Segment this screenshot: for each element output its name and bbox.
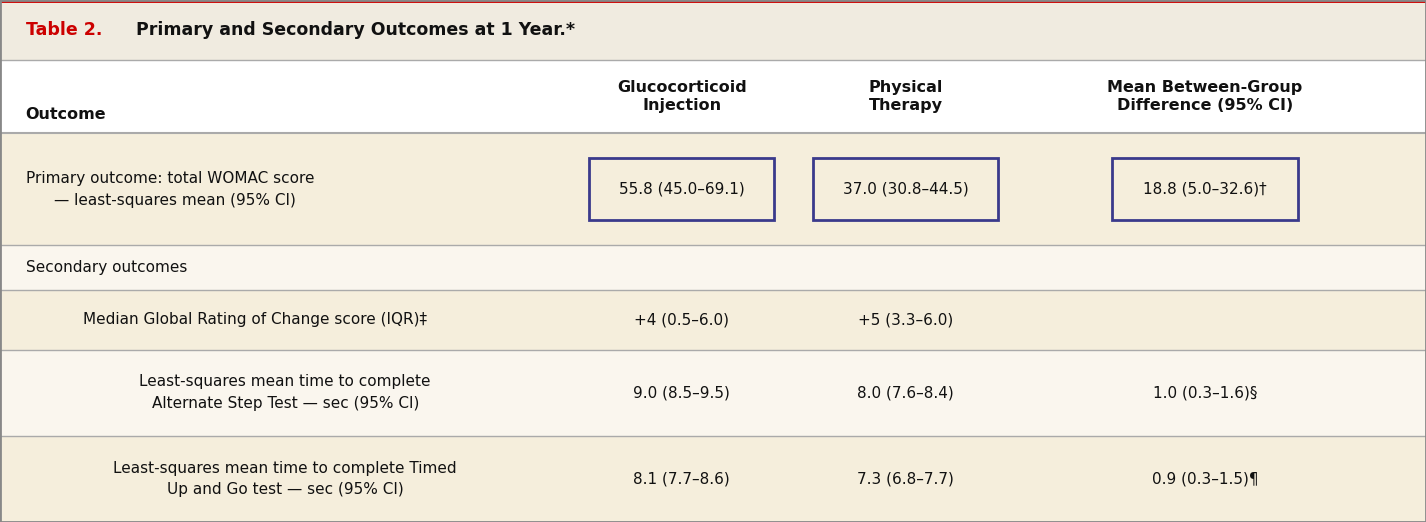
Bar	[1112, 158, 1298, 220]
Text: Up and Go test — sec (95% CI): Up and Go test — sec (95% CI)	[167, 482, 404, 497]
Text: Median Global Rating of Change score (IQR)‡: Median Global Rating of Change score (IQ…	[83, 312, 426, 327]
Text: 7.3 (6.8–7.7): 7.3 (6.8–7.7)	[857, 471, 954, 487]
Text: Alternate Step Test — sec (95% CI): Alternate Step Test — sec (95% CI)	[151, 396, 419, 411]
Bar	[0, 436, 1426, 522]
Bar	[813, 158, 998, 220]
Text: 1.0 (0.3–1.6)§: 1.0 (0.3–1.6)§	[1152, 385, 1258, 400]
Bar	[589, 158, 774, 220]
Text: Table 2.: Table 2.	[26, 21, 103, 39]
Bar	[0, 60, 1426, 133]
Text: 37.0 (30.8–44.5): 37.0 (30.8–44.5)	[843, 182, 968, 197]
Bar	[0, 350, 1426, 436]
Bar	[0, 245, 1426, 290]
Text: Least-squares mean time to complete: Least-squares mean time to complete	[140, 374, 431, 389]
Text: 0.9 (0.3–1.5)¶: 0.9 (0.3–1.5)¶	[1152, 471, 1258, 487]
Text: Glucocorticoid
Injection: Glucocorticoid Injection	[617, 80, 746, 113]
Text: Least-squares mean time to complete Timed: Least-squares mean time to complete Time…	[114, 460, 456, 476]
Text: +4 (0.5–6.0): +4 (0.5–6.0)	[635, 312, 729, 327]
Text: Secondary outcomes: Secondary outcomes	[26, 260, 187, 275]
Text: Outcome: Outcome	[26, 106, 107, 122]
Text: Physical
Therapy: Physical Therapy	[868, 80, 943, 113]
Text: 8.0 (7.6–8.4): 8.0 (7.6–8.4)	[857, 385, 954, 400]
Bar	[0, 290, 1426, 350]
Text: 55.8 (45.0–69.1): 55.8 (45.0–69.1)	[619, 182, 744, 197]
Bar	[0, 133, 1426, 245]
Bar	[0, 0, 1426, 60]
Text: +5 (3.3–6.0): +5 (3.3–6.0)	[858, 312, 953, 327]
Text: Primary outcome: total WOMAC score: Primary outcome: total WOMAC score	[26, 171, 314, 186]
Text: 9.0 (8.5–9.5): 9.0 (8.5–9.5)	[633, 385, 730, 400]
Text: Primary and Secondary Outcomes at 1 Year.*: Primary and Secondary Outcomes at 1 Year…	[130, 21, 575, 39]
Text: 18.8 (5.0–32.6)†: 18.8 (5.0–32.6)†	[1144, 182, 1266, 197]
Text: — least-squares mean (95% CI): — least-squares mean (95% CI)	[54, 193, 297, 208]
Text: 8.1 (7.7–8.6): 8.1 (7.7–8.6)	[633, 471, 730, 487]
Text: Mean Between-Group
Difference (95% CI): Mean Between-Group Difference (95% CI)	[1108, 80, 1302, 113]
